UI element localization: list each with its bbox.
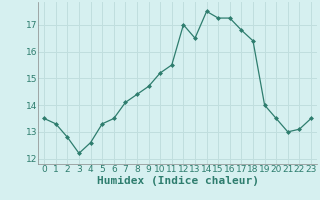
X-axis label: Humidex (Indice chaleur): Humidex (Indice chaleur) [97,176,259,186]
